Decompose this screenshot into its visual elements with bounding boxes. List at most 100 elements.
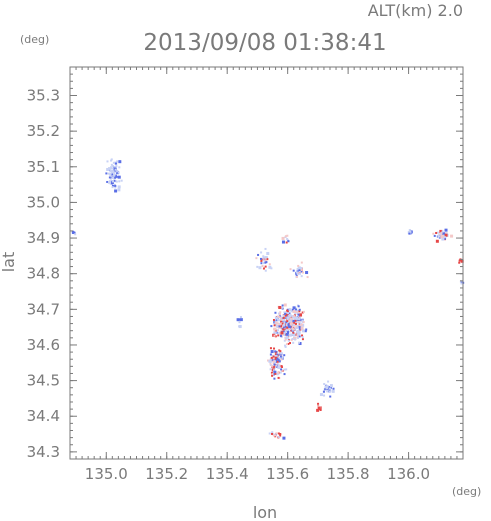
radar-echo-point [278, 323, 281, 326]
radar-echo-point [273, 347, 276, 350]
radar-echo-point [442, 232, 446, 236]
radar-echo-point [114, 162, 117, 165]
radar-echo-point [300, 326, 304, 330]
radar-echo-point [297, 321, 300, 324]
radar-echo-point [114, 186, 117, 189]
radar-echo-point [256, 265, 259, 268]
radar-echo-point [298, 342, 302, 346]
radar-echo-point [280, 365, 283, 368]
radar-echo-point [289, 319, 292, 322]
radar-echo-point [282, 331, 285, 334]
radar-echo-point [271, 364, 274, 367]
radar-echo-point [323, 383, 326, 386]
radar-echo-point [281, 236, 285, 240]
radar-echo-point [286, 325, 289, 328]
radar-echo-point [274, 350, 277, 353]
radar-echo-point [113, 179, 116, 182]
radar-echo-point [277, 356, 280, 359]
radar-echo-point [273, 331, 276, 334]
radar-echo-point [329, 395, 332, 398]
radar-echo-point [280, 369, 283, 372]
radar-echo-point [291, 315, 294, 318]
radar-echo-point [281, 324, 284, 327]
radar-echo-point [264, 265, 267, 268]
radar-echo-point [444, 237, 447, 240]
radar-echo-point [260, 262, 263, 265]
radar-echo-point [322, 390, 325, 393]
radar-echo-point [238, 321, 241, 324]
radar-echo-point [110, 163, 113, 166]
y-tick-label: 34.7 [27, 300, 60, 318]
radar-echo-point [296, 273, 299, 276]
radar-echo-point [285, 329, 288, 332]
radar-echo-point [286, 309, 289, 312]
radar-echo-point [325, 387, 328, 390]
radar-echo-point [266, 251, 270, 255]
radar-echo-point [262, 256, 265, 259]
radar-echo-point [115, 180, 118, 183]
radar-echo-point [279, 325, 282, 328]
radar-echo-point [283, 303, 287, 307]
radar-echo-point [435, 239, 439, 243]
radar-echo-point [283, 333, 286, 336]
radar-echo-point [274, 356, 278, 360]
radar-echo-point [112, 180, 115, 183]
radar-echo-point [295, 333, 298, 336]
radar-echo-point [326, 388, 329, 391]
radar-echo-point [332, 387, 335, 390]
radar-echo-point [287, 323, 290, 326]
radar-echo-point [277, 432, 280, 435]
radar-echo-point [71, 231, 74, 234]
radar-echo-point [292, 306, 296, 310]
radar-echo-point [285, 324, 288, 327]
radar-echo-point [273, 363, 276, 366]
radar-echo-point [278, 306, 282, 310]
radar-echo-point [282, 328, 285, 331]
radar-echo-point [294, 324, 297, 327]
radar-echo-point [299, 325, 302, 328]
radar-echo-point [299, 320, 302, 323]
radar-echo-point [460, 259, 464, 263]
radar-echo-point [274, 331, 277, 334]
radar-echo-point [295, 273, 298, 276]
radar-echo-point [299, 318, 302, 321]
radar-echo-point [432, 232, 435, 235]
radar-echo-point [270, 356, 273, 359]
radar-echo-point [459, 259, 462, 262]
radar-echo-point [280, 355, 283, 358]
radar-echo-point [298, 310, 301, 313]
radar-echo-point [287, 240, 290, 243]
plot-frame [69, 66, 464, 460]
radar-echo-point [294, 338, 297, 341]
radar-echo-point [274, 311, 277, 314]
radar-echo-point [110, 167, 113, 170]
radar-echo-point [107, 172, 110, 175]
radar-echo-point [298, 269, 301, 272]
radar-echo-point [304, 330, 307, 333]
radar-echo-point [271, 432, 274, 435]
radar-echo-point [283, 329, 286, 332]
radar-echo-point [106, 180, 109, 183]
radar-echo-point [284, 338, 287, 341]
radar-echo-point [288, 330, 291, 333]
radar-echo-point [289, 342, 292, 345]
y-unit-label: (deg) [20, 33, 49, 46]
x-tick-label: 136.0 [387, 465, 430, 483]
radar-echo-point [288, 325, 292, 329]
radar-echo-point [282, 323, 285, 326]
radar-echo-point [279, 331, 282, 334]
radar-echo-point [305, 328, 308, 331]
radar-echo-point [282, 322, 285, 325]
radar-echo-point [323, 394, 326, 397]
radar-echo-point [299, 313, 303, 317]
radar-echo-point [283, 354, 286, 357]
radar-echo-point [284, 235, 287, 238]
radar-echo-point [298, 308, 301, 311]
radar-echo-point [328, 386, 332, 390]
radar-echo-point [284, 344, 287, 347]
radar-echo-point [297, 305, 300, 308]
radar-echo-point [298, 326, 301, 329]
radar-echo-point [117, 185, 121, 189]
radar-echo-point [274, 370, 277, 373]
radar-echo-point [324, 388, 327, 391]
